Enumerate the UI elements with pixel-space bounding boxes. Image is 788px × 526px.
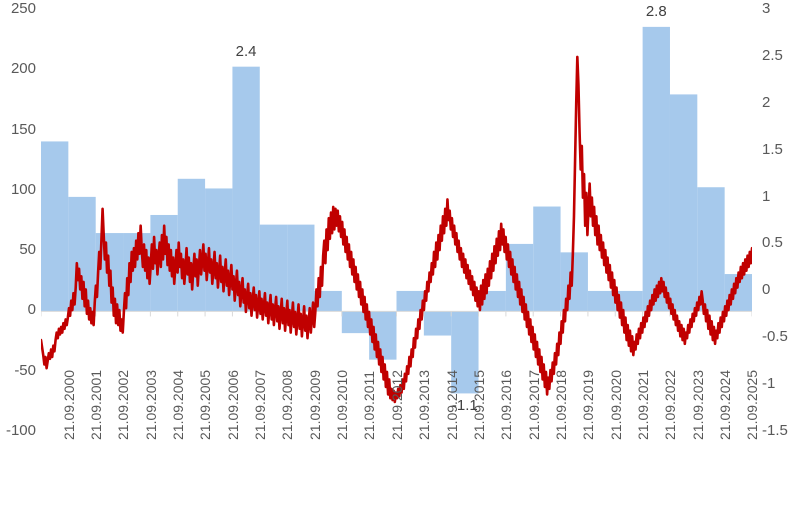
x-axis-tick-label: 21.09.2000: [60, 369, 77, 440]
x-axis-tick-label: 21.09.2002: [115, 369, 132, 440]
bar: [533, 206, 561, 312]
y-axis-right-tick-label: 2: [762, 93, 771, 111]
y-axis-left-tick-label: 100: [10, 180, 36, 198]
y-axis-right-tick-label: 0: [762, 281, 771, 299]
bar: [642, 26, 670, 312]
bar: [669, 94, 698, 312]
x-axis-tick-label: 21.09.2006: [224, 369, 241, 440]
bar: [451, 311, 479, 394]
plot-area: [39, 10, 754, 432]
x-axis-tick-label: 21.09.2023: [689, 369, 706, 440]
y-axis-right-tick-label: 3: [762, 0, 771, 17]
x-axis-tick-label: 21.09.2004: [170, 369, 187, 440]
bar: [314, 290, 342, 312]
y-axis-right-tick-label: 2.5: [762, 46, 783, 64]
x-axis-tick-label: 21.09.2020: [607, 369, 624, 440]
x-axis-tick-label: 21.09.2009: [306, 369, 323, 440]
y-axis-left-tick-label: -100: [5, 422, 36, 439]
bar: [177, 178, 206, 312]
y-axis-right-tick-label: 1.5: [762, 140, 783, 158]
y-axis-left-tick-label: 0: [27, 301, 36, 319]
bar: [341, 311, 370, 334]
y-axis-left-tick-label: 50: [19, 241, 36, 259]
x-axis-tick-label: 21.09.2024: [716, 369, 733, 440]
x-axis-tick-label: 21.09.2003: [142, 369, 159, 440]
y-axis-left-tick-label: 200: [10, 60, 36, 78]
x-axis-tick-label: 21.09.2010: [334, 369, 351, 440]
bar: [287, 224, 315, 312]
x-axis-tick-label: 21.09.2011: [361, 370, 378, 440]
bar: [396, 290, 424, 312]
x-axis-tick-label: 21.09.2025: [744, 369, 761, 440]
bar: [587, 290, 616, 312]
x-axis-tick-label: 21.09.2022: [662, 369, 679, 440]
x-axis-tick-label: 21.09.2008: [279, 369, 296, 440]
x-axis-tick-label: 21.09.2001: [88, 369, 105, 440]
bar-data-label: 2.4: [235, 42, 257, 60]
x-axis-tick-label: 21.09.2016: [498, 369, 515, 440]
x-axis-tick-label: 21.09.2005: [197, 369, 214, 440]
plot-svg: [39, 26, 754, 404]
y-axis-left-tick-label: 150: [10, 120, 36, 138]
y-axis-right-tick-label: -0.5: [762, 328, 788, 346]
y-axis-right-tick-label: -1.5: [762, 422, 788, 439]
x-axis-tick-label: 21.09.2021: [634, 369, 651, 440]
y-axis-left-tick-label: -50: [14, 361, 36, 379]
y-axis-right-tick-label: 0.5: [762, 234, 783, 252]
y-axis-left-tick-label: 250: [10, 0, 36, 17]
x-axis-tick-label: 21.09.2012: [388, 369, 405, 440]
x-axis-tick-label: 21.09.2013: [416, 369, 433, 440]
x-axis-tick-label: 21.09.2017: [525, 369, 542, 440]
x-axis-tick-label: 21.09.2019: [580, 369, 597, 440]
y-axis-right-tick-label: -1: [762, 375, 776, 393]
line-series: [39, 55, 754, 404]
bar-data-label: -1.1: [451, 397, 478, 415]
x-axis-tick-label: 21.09.2007: [252, 369, 269, 440]
y-axis-right-tick-label: 1: [762, 187, 771, 205]
x-axis-tick-label: 21.09.2018: [552, 369, 569, 440]
bar: [423, 311, 452, 336]
bar: [41, 141, 69, 312]
bar-data-label: 2.8: [645, 2, 667, 20]
